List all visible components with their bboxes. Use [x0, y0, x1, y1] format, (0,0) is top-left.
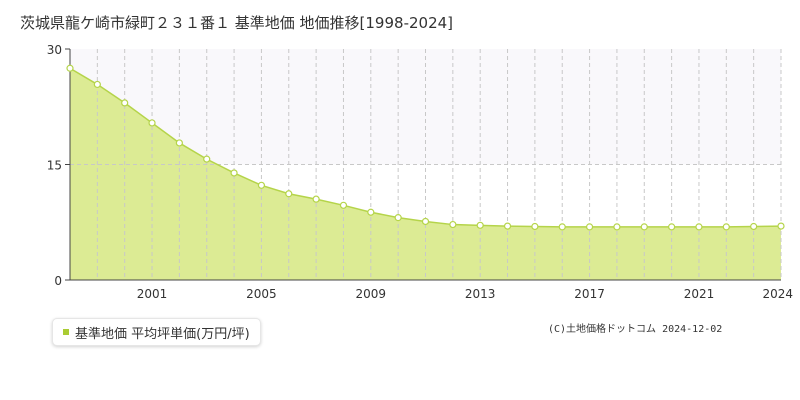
x-tick-label: 2017 [574, 287, 605, 300]
y-tick-label: 30 [47, 43, 62, 57]
data-point [421, 217, 430, 226]
data-point [93, 80, 101, 89]
data-point [668, 223, 676, 231]
legend-marker-icon [63, 329, 69, 335]
data-point [312, 195, 320, 203]
data-point [121, 99, 129, 107]
data-point [203, 155, 211, 163]
x-tick-label: 2001 [137, 287, 168, 300]
x-tick-label: 2013 [465, 287, 496, 300]
data-point [722, 223, 730, 231]
data-point [66, 64, 74, 72]
data-point [257, 181, 266, 189]
x-tick-label: 2009 [356, 287, 387, 300]
x-tick-label: 2024 [762, 287, 793, 300]
legend-label: 基準地価 平均坪単価(万円/坪) [75, 326, 250, 342]
data-point [394, 214, 402, 222]
copyright-text: (C)土地価格ドットコム 2024-12-02 [548, 324, 723, 335]
data-point [640, 223, 648, 231]
legend[interactable]: 基準地価 平均坪単価(万円/坪) [52, 318, 261, 346]
data-point [585, 223, 594, 231]
data-point [531, 222, 539, 231]
data-point [503, 222, 512, 230]
data-point [339, 201, 348, 209]
data-point [175, 139, 183, 147]
data-point [367, 208, 375, 216]
data-point [558, 223, 566, 231]
land-price-chart: 0 15 30 2001 2005 2009 2013 2017 2021 2024 [47, 43, 793, 300]
chart-title: 茨城県龍ケ崎市緑町２３１番１ 基準地価 地価推移[1998-2024] [20, 14, 454, 32]
data-point [449, 220, 457, 229]
data-point [695, 223, 703, 231]
y-tick-label: 0 [54, 274, 62, 288]
data-point [750, 222, 758, 231]
data-point [777, 222, 785, 230]
data-point [285, 190, 293, 198]
y-tick-label: 15 [47, 159, 62, 173]
x-tick-label: 2021 [684, 287, 715, 300]
data-point [230, 169, 238, 177]
x-tick-label: 2005 [246, 287, 277, 300]
data-point [148, 119, 156, 127]
data-point [613, 223, 621, 231]
data-point [476, 221, 484, 229]
